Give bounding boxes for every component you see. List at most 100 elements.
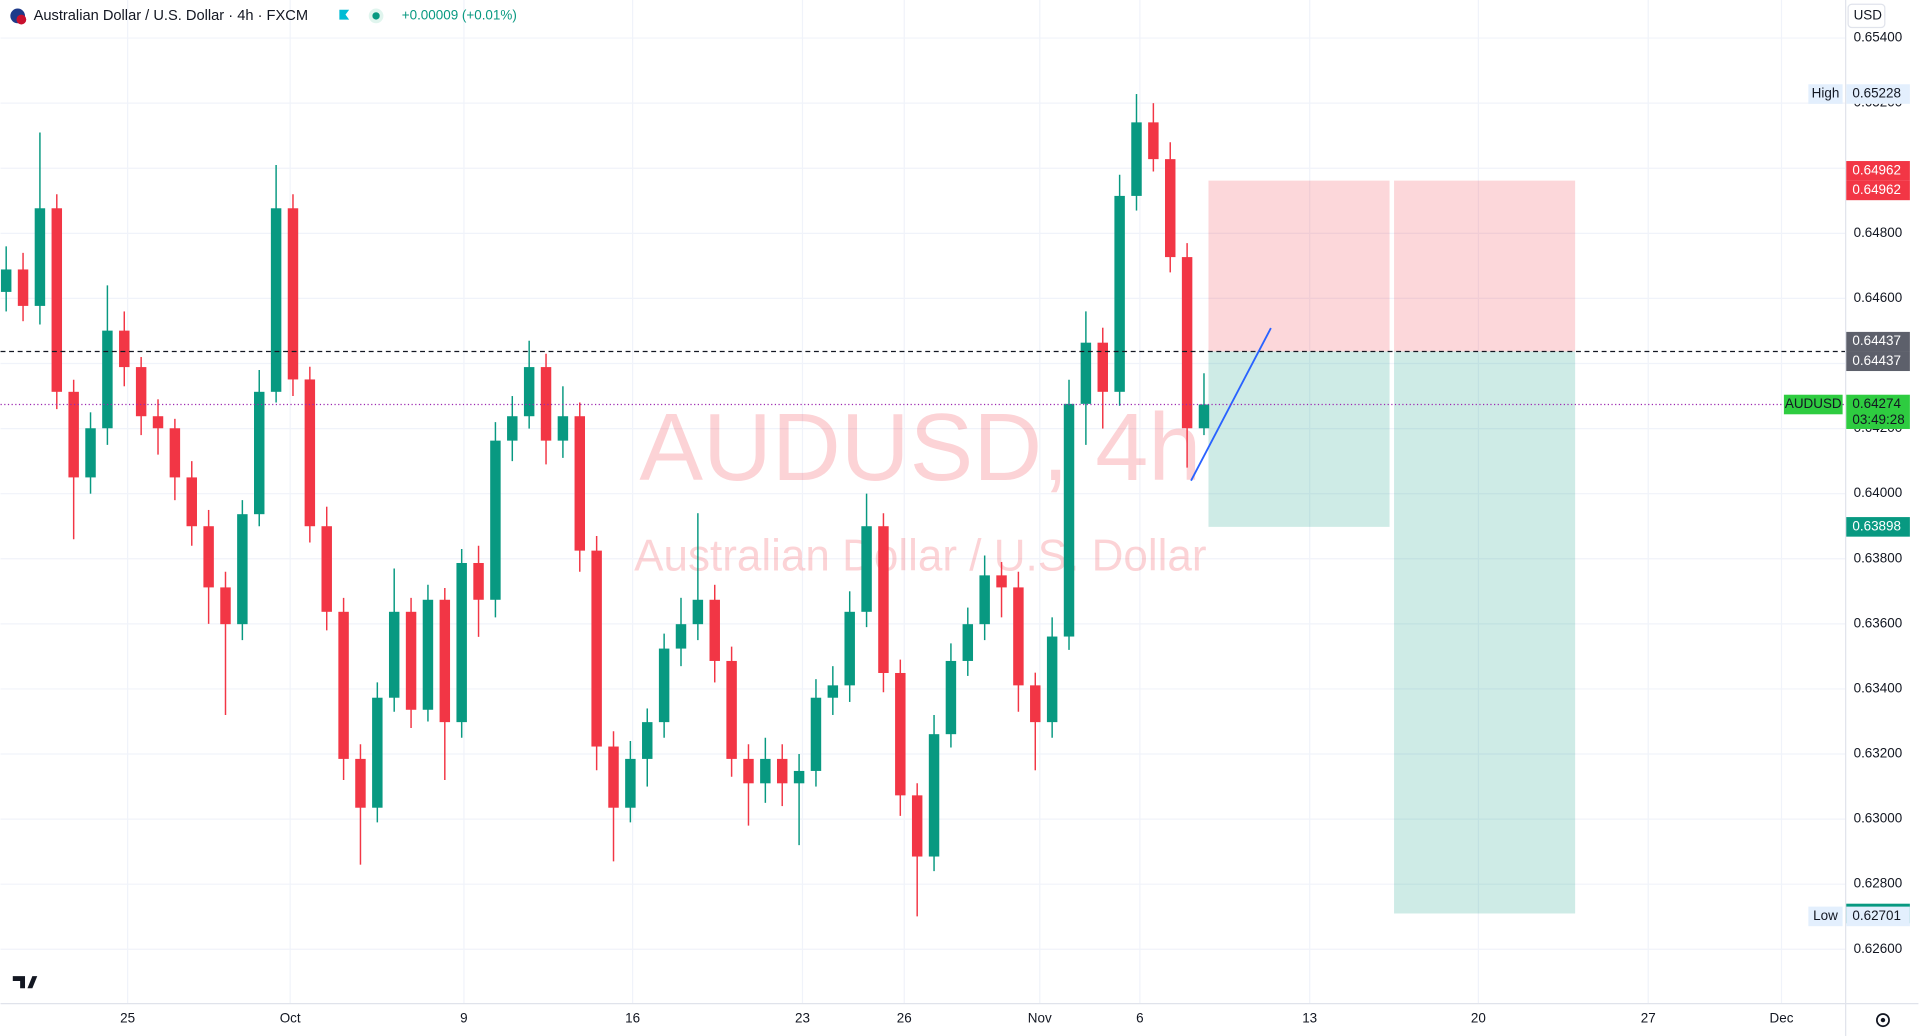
candle-body (1198, 404, 1210, 429)
candle-body (102, 330, 113, 429)
y-tick-label: 0.64800 (1854, 225, 1903, 240)
axes: 0.654000.652000.650000.648000.646000.644… (120, 30, 1910, 1025)
candle-body (51, 208, 63, 392)
price-badge-label: 0.62701 (1852, 908, 1901, 923)
candle-body (1165, 159, 1176, 258)
candle-body (996, 575, 1007, 588)
price-badge-label: 0.63898 (1852, 518, 1901, 533)
watermark: AUDUSD, 4h Australian Dollar / U.S. Doll… (634, 395, 1206, 580)
candle-body (540, 367, 552, 441)
candle-body (658, 648, 670, 723)
candle-body (473, 562, 484, 600)
marker-name-box (1808, 906, 1843, 927)
settings-button[interactable] (1875, 1013, 1890, 1028)
candle-body (1148, 122, 1159, 160)
y-tick-label: 0.63800 (1854, 550, 1903, 565)
candle-body (152, 416, 164, 429)
candle-body (1097, 342, 1108, 392)
price-badge (1846, 84, 1910, 104)
x-tick-label: Nov (1028, 1010, 1052, 1025)
candles (0, 94, 1210, 917)
candle-body (1046, 636, 1058, 723)
candle-body (827, 685, 839, 698)
price-badge (1846, 351, 1910, 372)
candle-body (625, 758, 636, 808)
candle-body (760, 758, 771, 784)
x-tick-label: 27 (1641, 1010, 1656, 1025)
marker-name-box (1808, 84, 1843, 104)
gear-icon[interactable] (1875, 1013, 1890, 1028)
y-tick-label: 0.64000 (1854, 485, 1903, 500)
candle-body (304, 379, 316, 527)
y-tick-label: 0.63200 (1854, 746, 1903, 761)
price-badge (1846, 180, 1910, 201)
price-badge-label: 0.65228 (1852, 86, 1901, 101)
candle-body (692, 599, 704, 625)
candle-body (220, 587, 231, 625)
candle-body (17, 269, 29, 306)
price-badge (1846, 906, 1910, 927)
last-price-badge (1846, 394, 1910, 429)
stop-zone (1208, 180, 1390, 352)
y-tick-label: 0.64600 (1854, 290, 1903, 305)
candle-body (962, 624, 974, 661)
candle-body (844, 611, 855, 686)
candle-body (355, 758, 366, 808)
positions (1208, 180, 1576, 914)
candle-body (68, 391, 79, 478)
symbol-icon (16, 14, 27, 25)
candle-body (119, 330, 130, 368)
candle-body (270, 208, 282, 392)
candle-body (895, 672, 906, 796)
price-badge-label: 0.64962 (1852, 162, 1901, 177)
tv-logo[interactable] (12, 976, 38, 989)
candle-body (574, 416, 586, 551)
y-tick-label: 0.63400 (1854, 680, 1903, 695)
candle-body (203, 526, 214, 588)
candle-body (405, 611, 417, 710)
status-dot (372, 12, 380, 20)
watermark-title: AUDUSD, 4h (639, 395, 1201, 501)
candle-body (456, 562, 467, 723)
candle-body (422, 599, 434, 710)
candle-body (608, 746, 619, 808)
candle-body (237, 514, 248, 625)
currency-label[interactable]: USD (1854, 7, 1883, 22)
grid (0, 0, 1846, 1003)
candle-body (793, 770, 805, 784)
last-price-label: 0.64274 (1852, 396, 1901, 411)
candle-body (928, 734, 940, 857)
candle-body (169, 428, 181, 478)
y-tick-label: 0.63000 (1854, 811, 1903, 826)
candle-body (0, 269, 12, 292)
price-badge-label: 0.64437 (1852, 333, 1901, 348)
candle-body (490, 440, 501, 600)
candle-body (911, 795, 923, 857)
candle-body (85, 428, 96, 478)
currency-box[interactable] (1847, 3, 1886, 29)
candle-body (709, 599, 720, 661)
gear-center[interactable] (1880, 1017, 1886, 1023)
candle-body (591, 550, 602, 747)
logo-shape[interactable] (12, 976, 38, 989)
y-tick-label: 0.62800 (1854, 876, 1903, 891)
price-change: +0.00009 (+0.01%) (402, 7, 517, 22)
x-tick-label: 6 (1136, 1010, 1143, 1025)
overlays (0, 327, 1846, 482)
flag-icon[interactable] (339, 9, 350, 20)
last-name: AUDUSD (1785, 396, 1842, 411)
x-tick-label: 9 (460, 1010, 467, 1025)
candle-body (1030, 685, 1041, 723)
candle-body (135, 367, 147, 417)
candle-body (34, 208, 46, 306)
x-tick-label: 26 (897, 1010, 912, 1025)
candle-body (1080, 342, 1092, 404)
candle-body (776, 758, 788, 784)
candle-body (743, 758, 754, 784)
currency-selector[interactable]: USD (1847, 3, 1886, 29)
candle-body (675, 624, 687, 649)
price-badge-label: 0.64437 (1852, 353, 1901, 368)
